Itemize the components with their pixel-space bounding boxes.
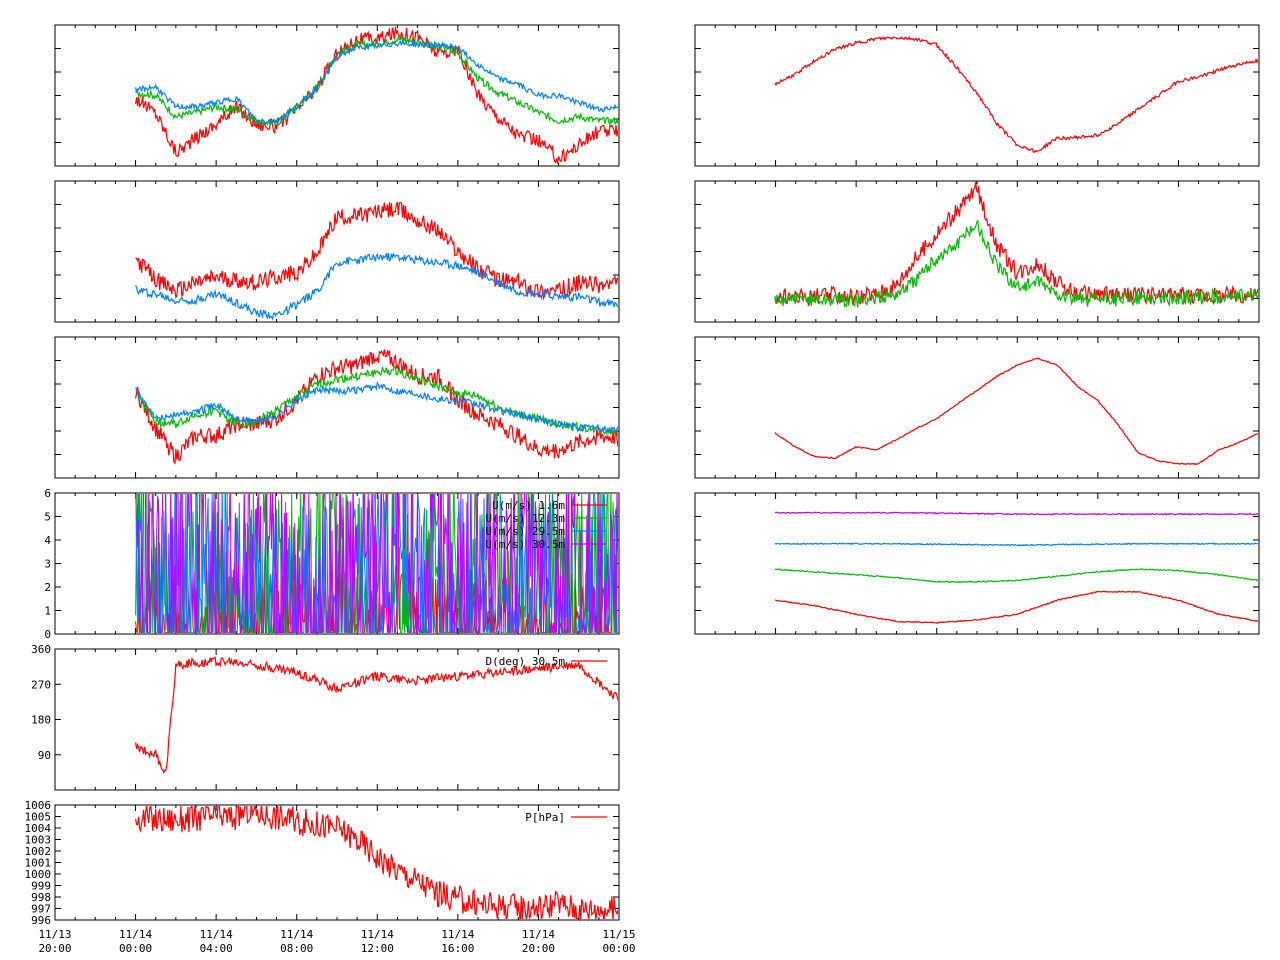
x-tick-label: 11/15: [602, 928, 635, 941]
y-tick-label: 1002: [25, 845, 52, 858]
y-tick-label: 180: [31, 714, 51, 727]
series-line: [135, 656, 618, 775]
series-line: [774, 35, 1258, 154]
y-tick-label: 1000: [25, 868, 52, 881]
chart-panel-5: 90 180 270 360 D(deg) 30.5m: [31, 643, 620, 791]
legend-label: U(m/s) 29.5m: [486, 525, 566, 538]
data-area: [774, 357, 1258, 466]
series-line: [135, 349, 618, 465]
plot-frame: [694, 24, 1260, 167]
y-tick-label: 999: [31, 880, 51, 893]
y-tick-label: 0: [44, 628, 51, 641]
data-area: [135, 349, 618, 465]
chart-panel-6: 9969979989991000100110021003100410051006…: [25, 799, 636, 955]
data-area: [135, 656, 618, 775]
x-tick-label: 00:00: [602, 942, 635, 955]
x-tick-label: 11/14: [280, 928, 313, 941]
data-area: [774, 182, 1258, 308]
series-line: [135, 252, 618, 321]
y-tick-label: 1001: [25, 857, 52, 870]
x-tick-label: 08:00: [280, 942, 313, 955]
x-tick-label: 20:00: [522, 942, 555, 955]
y-tick-label: 1005: [25, 811, 52, 824]
y-tick-label: 5: [44, 511, 51, 524]
legend-label: U(m/s) 1.6m: [492, 499, 565, 512]
chart-panel-2: [54, 180, 620, 323]
y-tick-label: 2: [44, 581, 51, 594]
legend-label: P[hPa]: [525, 811, 565, 824]
x-tick-label: 11/14: [522, 928, 555, 941]
chart-panel-7: [694, 24, 1260, 167]
plot-frame: [54, 24, 620, 167]
series-line: [774, 357, 1258, 466]
y-tick-label: 1: [44, 605, 51, 618]
data-area: [774, 511, 1258, 624]
data-area: [135, 26, 618, 164]
data-area: [135, 201, 618, 321]
series-line: [775, 568, 1258, 584]
plot-frame: [54, 180, 620, 323]
data-area: [135, 494, 618, 633]
plot-frame: [694, 492, 1260, 635]
y-tick-label: 4: [44, 534, 51, 547]
y-tick-label: 360: [31, 643, 51, 656]
plot-frame: [694, 336, 1260, 479]
legend-label: D(deg) 30.5m: [486, 655, 566, 668]
y-tick-label: 996: [31, 914, 51, 927]
y-tick-label: 6: [44, 487, 51, 500]
y-tick-label: 998: [31, 891, 51, 904]
chart-panel-8: [694, 180, 1260, 323]
chart-panel-9: [694, 336, 1260, 479]
legend-label: U(m/s) 30.5m: [486, 538, 566, 551]
x-tick-label: 16:00: [441, 942, 474, 955]
y-tick-label: 270: [31, 678, 51, 691]
series-line: [135, 381, 618, 434]
chart-panel-1: [54, 24, 620, 167]
y-tick-label: 90: [38, 749, 51, 762]
y-tick-label: 1003: [25, 834, 52, 847]
x-tick-label: 04:00: [200, 942, 233, 955]
series-line: [136, 494, 618, 633]
x-tick-label: 11/14: [200, 928, 233, 941]
y-tick-label: 997: [31, 903, 51, 916]
x-tick-label: 11/14: [119, 928, 152, 941]
chart-panel-4: 0 1 2 3 4 5 6 U(m/s) 1.6mU(m/s) 12.3mU(m/s) 29.…: [44, 487, 620, 641]
x-tick-label: 11/14: [361, 928, 394, 941]
series-line: [135, 38, 618, 124]
series-line: [774, 219, 1258, 308]
series-line: [135, 806, 618, 919]
plot-frame: [54, 336, 620, 479]
x-tick-label: 12:00: [361, 942, 394, 955]
series-line: [135, 366, 618, 438]
legend-label: U(m/s) 12.3m: [486, 512, 566, 525]
series-line: [135, 201, 618, 301]
y-tick-label: 1006: [25, 799, 52, 812]
y-tick-label: 1004: [25, 822, 52, 835]
chart-panel-3: [54, 336, 620, 479]
series-line: [135, 26, 618, 164]
data-area: [135, 806, 618, 919]
x-tick-label: 00:00: [119, 942, 152, 955]
series-line: [774, 542, 1258, 547]
chart-panel-10: [694, 492, 1260, 635]
y-tick-label: 3: [44, 558, 51, 571]
x-tick-label: 20:00: [38, 942, 71, 955]
series-line: [774, 511, 1258, 516]
data-area: [774, 35, 1258, 154]
x-tick-label: 11/14: [441, 928, 474, 941]
x-tick-label: 11/13: [38, 928, 71, 941]
series-line: [774, 590, 1258, 624]
